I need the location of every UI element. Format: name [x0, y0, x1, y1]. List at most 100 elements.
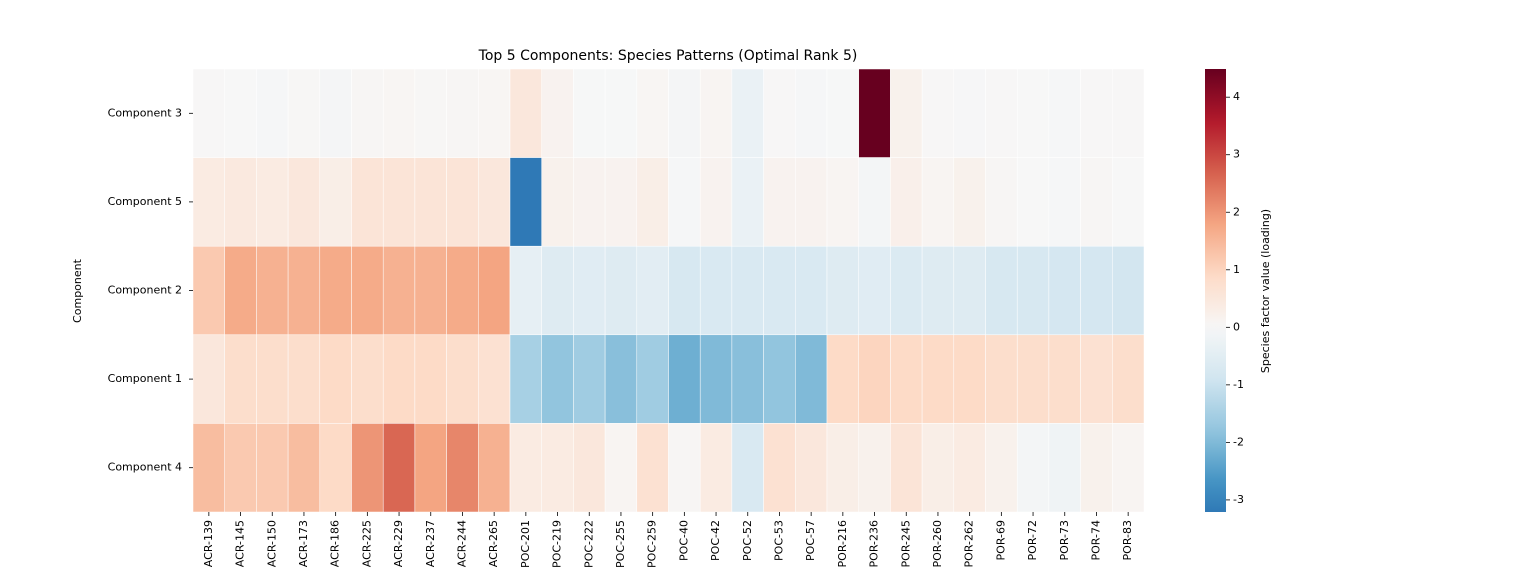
heatmap-cell	[287, 423, 321, 513]
heatmap-cell	[351, 423, 384, 513]
heatmap-cell	[668, 68, 701, 158]
heatmap-cell	[319, 423, 352, 513]
heatmap-cell	[446, 423, 479, 513]
heatmap-cell	[826, 334, 859, 424]
heatmap-cell	[921, 423, 955, 513]
heatmap-cell	[795, 334, 828, 424]
heatmap-cell	[256, 68, 289, 158]
heatmap-cell	[351, 334, 384, 424]
heatmap-cell	[1048, 245, 1081, 336]
heatmap-cell	[699, 334, 733, 424]
y-tick-label: Component 1	[108, 372, 182, 385]
heatmap-cell	[636, 157, 669, 247]
heatmap-cell	[890, 245, 923, 336]
x-tick-label: POC-52	[741, 520, 754, 561]
heatmap-cell	[1016, 334, 1050, 424]
heatmap-cell	[1048, 423, 1081, 513]
x-tick-label: POR-260	[931, 520, 944, 567]
heatmap-cell	[636, 68, 669, 158]
heatmap-cell	[1048, 68, 1081, 158]
heatmap-cell	[858, 68, 891, 158]
colorbar-label: Species factor value (loading)	[1259, 209, 1272, 373]
heatmap-cell	[921, 245, 955, 336]
y-tick-label: Component 4	[108, 461, 182, 474]
heatmap-cell	[1080, 68, 1113, 158]
heatmap-cell	[256, 157, 289, 247]
heatmap-cell	[1080, 334, 1113, 424]
x-tick-label: POR-69	[994, 520, 1007, 560]
heatmap-cell	[1016, 245, 1050, 336]
heatmap-cell	[1080, 157, 1113, 247]
heatmap-cell	[319, 245, 352, 336]
heatmap-cell	[478, 68, 511, 158]
heatmap-cell	[1112, 68, 1145, 158]
x-tick-label: POC-53	[772, 520, 785, 561]
heatmap-cell	[890, 157, 923, 247]
heatmap-cell	[604, 423, 638, 513]
x-tick-label: POR-73	[1058, 520, 1071, 560]
heatmap-cell	[604, 157, 638, 247]
x-tick-label: POR-262	[963, 520, 976, 567]
heatmap-cell	[478, 423, 511, 513]
heatmap-cell	[573, 157, 606, 247]
x-tick-label: POC-255	[614, 520, 627, 568]
heatmap-cell	[731, 423, 764, 513]
x-tick-label: POC-201	[519, 520, 532, 568]
heatmap-cell	[763, 68, 796, 158]
heatmap-cell	[256, 423, 289, 513]
heatmap-cell	[224, 157, 257, 247]
heatmap-cell	[224, 68, 257, 158]
x-tick-label: POC-42	[709, 520, 722, 561]
heatmap-cell	[858, 157, 891, 247]
heatmap-cell	[541, 245, 574, 336]
heatmap-cell	[763, 245, 796, 336]
heatmap-cell	[1048, 157, 1081, 247]
heatmap-cell	[351, 68, 384, 158]
x-tick-label: ACR-265	[487, 520, 500, 567]
chart-title: Top 5 Components: Species Patterns (Opti…	[478, 48, 858, 64]
heatmap-cell	[1016, 68, 1050, 158]
heatmap-cell	[573, 245, 606, 336]
heatmap-cell	[731, 157, 764, 247]
heatmap-cell	[668, 334, 701, 424]
colorbar-tick-label: -2	[1233, 435, 1244, 448]
heatmap-cell	[763, 423, 796, 513]
heatmap-cell	[1112, 334, 1145, 424]
x-tick-label: POC-40	[677, 520, 690, 561]
colorbar-tick-label: 1	[1233, 263, 1240, 276]
heatmap-cell	[541, 68, 574, 158]
colorbar-tick-label: 4	[1233, 90, 1240, 103]
heatmap-cell	[1112, 157, 1145, 247]
heatmap-cell	[541, 423, 574, 513]
heatmap-cell	[287, 245, 321, 336]
heatmap-cell	[604, 68, 638, 158]
x-tick-label: POR-236	[868, 520, 881, 567]
heatmap-cell	[1112, 423, 1145, 513]
heatmap-cell	[446, 68, 479, 158]
heatmap-cell	[826, 245, 859, 336]
x-tick-label: ACR-145	[234, 520, 247, 567]
colorbar-tick-label: 3	[1233, 148, 1240, 161]
heatmap-cell	[636, 423, 669, 513]
heatmap-cell	[795, 157, 828, 247]
heatmap-cell	[731, 68, 764, 158]
heatmap-cell	[763, 334, 796, 424]
colorbar	[1205, 69, 1226, 512]
heatmap-cell	[985, 334, 1018, 424]
x-tick-label: POC-57	[804, 520, 817, 561]
heatmap-cell	[1048, 334, 1081, 424]
heatmap-cell	[509, 68, 542, 158]
heatmap-cell	[795, 423, 828, 513]
heatmap-cell	[414, 245, 447, 336]
heatmap-cell	[224, 245, 257, 336]
heatmap-cell	[699, 245, 733, 336]
heatmap-cell	[921, 68, 955, 158]
y-axis-label: Component	[71, 258, 84, 323]
heatmap-cell	[446, 334, 479, 424]
heatmap-cell	[478, 157, 511, 247]
heatmap-cell	[668, 245, 701, 336]
heatmap-cell	[319, 334, 352, 424]
heatmap-cell	[541, 334, 574, 424]
heatmap-cell	[604, 334, 638, 424]
